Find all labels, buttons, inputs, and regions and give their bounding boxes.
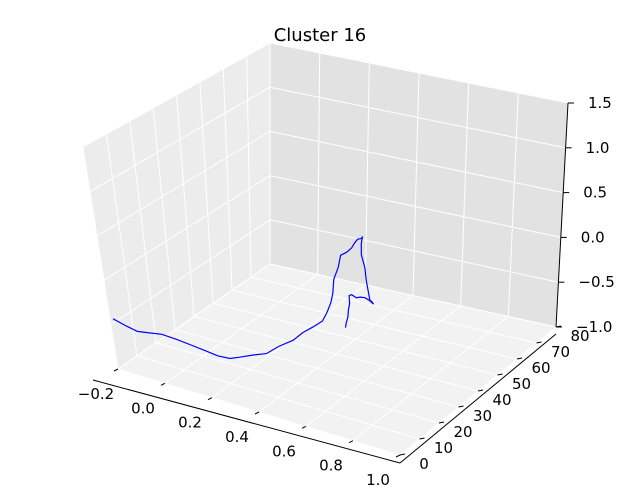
z-gridline-back [269, 263, 557, 328]
z-tick-label: −1.0 [576, 318, 612, 336]
series-line [112, 236, 375, 360]
x-tick-mark [160, 382, 166, 386]
y-gridline-side [222, 68, 233, 291]
x-tick-label: 0.2 [178, 414, 202, 432]
x-tick-label: 0.6 [272, 442, 296, 460]
y-tick-label: 40 [492, 391, 511, 409]
y-tick-label: 0 [419, 455, 429, 473]
y-gridline-floor [212, 302, 498, 376]
y-tick-label: 80 [570, 327, 589, 345]
y-gridline-side [176, 94, 195, 317]
y-axis-line [399, 333, 557, 464]
z-gridline-side [96, 130, 271, 237]
y-gridline-side [82, 146, 119, 370]
z-gridline-side [89, 86, 271, 192]
y-gridline-floor [250, 276, 537, 344]
x-tick-mark [113, 368, 119, 372]
z-tick-label: 1.0 [586, 139, 610, 157]
x-gridline-back [317, 52, 321, 275]
y-tick-mark [419, 437, 425, 440]
y-tick-mark [477, 389, 484, 392]
z-tick-label: 1.5 [588, 94, 612, 112]
x-tick-label: −0.2 [78, 385, 114, 403]
y-gridline-floor [193, 316, 479, 392]
z-gridline-side [82, 42, 271, 148]
x-tick-mark [207, 397, 213, 401]
y-gridline-floor [155, 342, 440, 424]
y-tick-mark [399, 453, 406, 456]
y-tick-label: 70 [551, 343, 570, 361]
z-gridline-back [269, 130, 564, 194]
y-gridline-side [105, 133, 138, 356]
axes [92, 102, 574, 464]
z-gridline-back [269, 175, 561, 238]
x-gridline-back [460, 82, 470, 307]
x-gridline-back [412, 72, 420, 296]
z-gridline-back [269, 219, 559, 283]
y-tick-label: 30 [473, 407, 492, 425]
y-tick-label: 60 [531, 359, 550, 377]
y-gridline-floor [174, 329, 459, 408]
y-gridline-side [129, 120, 157, 343]
z-gridline-back [269, 86, 566, 149]
z-gridline-side [110, 219, 271, 326]
y-gridline-floor [136, 355, 420, 440]
y-tick-label: 20 [453, 423, 472, 441]
y-tick-mark [497, 373, 503, 376]
z-axis-line [555, 102, 569, 328]
x-tick-mark [301, 425, 307, 429]
y-gridline-side [199, 81, 214, 304]
y-tick-mark [458, 405, 464, 408]
z-gridline-side [103, 175, 271, 281]
chart-title: Cluster 16 [274, 25, 367, 46]
series [112, 236, 375, 360]
x-tick-mark [348, 440, 354, 444]
y-tick-mark [516, 357, 523, 360]
y-tick-label: 10 [434, 439, 453, 457]
y-gridline-side [152, 107, 176, 330]
x-tick-mark [254, 411, 260, 415]
y-tick-label: 50 [512, 375, 531, 393]
x-gridline-back [364, 62, 370, 286]
y-tick-mark [536, 341, 542, 344]
x-axis-line [92, 379, 401, 464]
z-tick-label: 0.0 [581, 228, 605, 246]
x-tick-label: 0.4 [225, 428, 249, 446]
x-tick-label: 0.8 [319, 457, 343, 475]
gridlines [82, 42, 569, 456]
tick-labels: −0.20.00.20.40.60.81.001020304050607080−… [78, 94, 615, 489]
x-gridline-back [507, 92, 519, 317]
z-gridline-side [117, 263, 271, 370]
x-tick-mark [395, 454, 401, 458]
x-tick-label: 0.0 [131, 399, 155, 417]
z-gridline-back [269, 42, 569, 104]
y-gridline-floor [231, 289, 518, 360]
z-tick-label: −0.5 [578, 273, 614, 291]
x-tick-label: 1.0 [366, 471, 390, 489]
y-tick-mark [438, 421, 445, 424]
z-tick-label: 0.5 [583, 184, 607, 202]
y-gridline-side [246, 55, 252, 278]
panes [82, 42, 569, 456]
